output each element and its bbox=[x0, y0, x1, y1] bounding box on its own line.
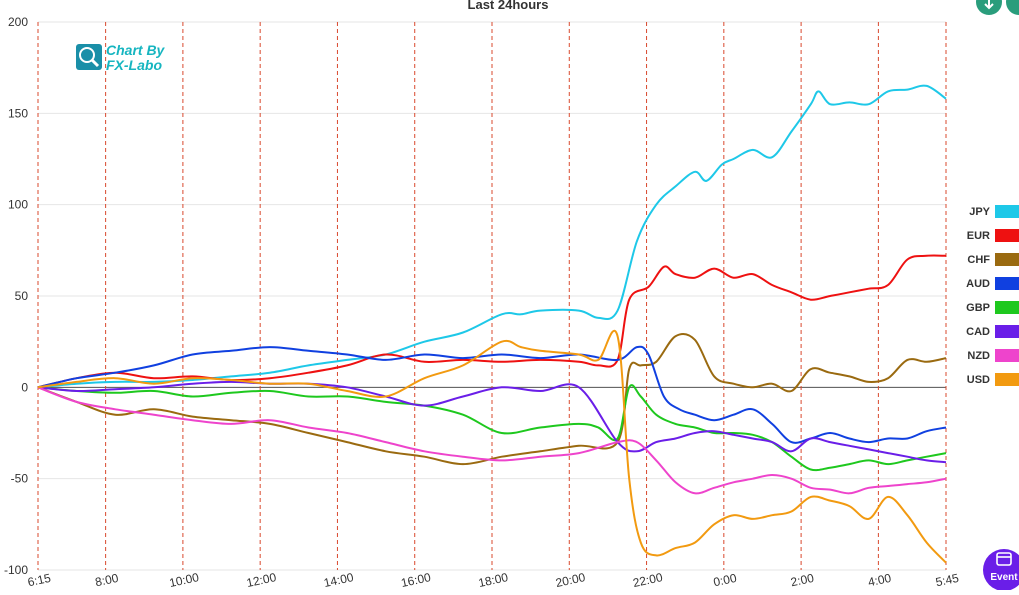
legend-item-aud[interactable]: AUD bbox=[966, 277, 1019, 290]
logo-line2: FX-Labo bbox=[106, 57, 162, 73]
top-controls[interactable] bbox=[976, 0, 1019, 15]
logo-magnifier-icon bbox=[79, 47, 95, 63]
legend-label: NZD bbox=[967, 350, 990, 362]
y-tick-label: 50 bbox=[15, 289, 29, 303]
legend-swatch bbox=[995, 373, 1019, 386]
legend-item-usd[interactable]: USD bbox=[967, 373, 1019, 386]
legend-swatch bbox=[995, 277, 1019, 290]
logo-line1: Chart By bbox=[106, 42, 166, 58]
series-line-nzd bbox=[37, 386, 947, 495]
x-tick-label: 2:00 bbox=[789, 571, 815, 590]
legend-label: CHF bbox=[967, 254, 990, 266]
x-tick-label: 0:00 bbox=[712, 571, 738, 590]
legend-label: CAD bbox=[966, 326, 990, 338]
y-tick-label: -50 bbox=[11, 472, 29, 486]
series-line-eur bbox=[37, 254, 947, 389]
calendar-icon bbox=[996, 552, 1012, 566]
y-tick-label: 0 bbox=[21, 380, 28, 394]
legend-label: AUD bbox=[966, 278, 990, 290]
x-tick-label: 14:00 bbox=[322, 570, 355, 590]
legend-item-gbp[interactable]: GBP bbox=[966, 301, 1019, 314]
series-line-usd bbox=[37, 329, 947, 564]
y-tick-label: 100 bbox=[8, 198, 28, 212]
event-button-label: Event bbox=[990, 572, 1018, 583]
event-button-bg[interactable] bbox=[983, 549, 1019, 591]
legend-item-eur[interactable]: EUR bbox=[967, 229, 1019, 242]
x-tick-label: 4:00 bbox=[867, 571, 893, 590]
x-tick-label: 22:00 bbox=[632, 570, 665, 590]
chart-title: Last 24hours bbox=[468, 0, 549, 12]
series-line-gbp bbox=[37, 384, 947, 472]
x-tick-label: 10:00 bbox=[168, 570, 201, 590]
x-tick-label: 5:45 bbox=[934, 571, 960, 590]
legend-label: EUR bbox=[967, 230, 990, 242]
x-tick-label: 12:00 bbox=[245, 570, 278, 590]
logo-magnifier-handle bbox=[90, 58, 100, 68]
x-tick-label: 16:00 bbox=[400, 570, 433, 590]
x-tick-label: 8:00 bbox=[94, 571, 120, 590]
axis-layer: -100 -50 0 50 100 150 200 6:15 8:00 10:00 12:00 14:… bbox=[4, 15, 960, 590]
legend-label: JPY bbox=[969, 206, 990, 218]
legend-swatch bbox=[995, 325, 1019, 338]
x-tick-label: 6:15 bbox=[26, 571, 52, 590]
legend-item-jpy[interactable]: JPY bbox=[969, 205, 1019, 218]
legend-item-cad[interactable]: CAD bbox=[966, 325, 1019, 338]
legend-swatch bbox=[995, 253, 1019, 266]
legend-swatch bbox=[995, 349, 1019, 362]
fx-labo-logo: Chart By FX-Labo bbox=[76, 42, 166, 73]
series-layer bbox=[37, 84, 947, 564]
legend-label: USD bbox=[967, 374, 990, 386]
series-line-aud bbox=[37, 345, 947, 444]
grid-layer bbox=[37, 21, 947, 571]
x-tick-label: 18:00 bbox=[477, 570, 510, 590]
legend-item-nzd[interactable]: NZD bbox=[967, 349, 1019, 362]
x-tick-label: 20:00 bbox=[554, 570, 587, 590]
legend-item-chf[interactable]: CHF bbox=[967, 253, 1019, 266]
y-tick-label: 150 bbox=[8, 106, 28, 120]
legend-swatch bbox=[995, 301, 1019, 314]
info-button[interactable] bbox=[1006, 0, 1019, 15]
legend-swatch bbox=[995, 205, 1019, 218]
legend[interactable]: JPY EUR CHF AUD GBP CAD NZD USD bbox=[966, 205, 1019, 386]
y-tick-label: 200 bbox=[8, 15, 28, 29]
series-line-jpy bbox=[37, 84, 947, 389]
series-line-cad bbox=[37, 380, 947, 464]
legend-label: GBP bbox=[966, 302, 990, 314]
event-button[interactable]: Event bbox=[983, 549, 1019, 591]
y-tick-label: -100 bbox=[4, 563, 28, 577]
download-icon bbox=[983, 0, 995, 10]
legend-swatch bbox=[995, 229, 1019, 242]
